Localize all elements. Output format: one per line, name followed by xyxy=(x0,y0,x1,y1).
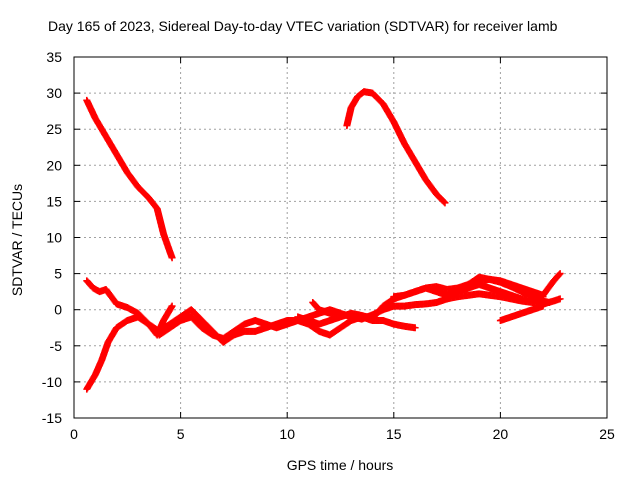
data-point xyxy=(556,270,564,278)
y-axis-label: SDTVAR / TECUs xyxy=(9,183,25,297)
y-tick-label: 25 xyxy=(46,121,62,137)
y-tick-label: 35 xyxy=(46,49,62,65)
y-tick-label: -10 xyxy=(42,374,62,390)
series-track-2 xyxy=(343,88,449,207)
chart-title: Day 165 of 2023, Sidereal Day-to-day VTE… xyxy=(0,18,640,34)
series-track-9 xyxy=(496,302,547,325)
x-axis-label: GPS time / hours xyxy=(286,457,394,473)
data-point xyxy=(168,254,176,262)
plot-frame xyxy=(73,56,608,419)
data-point xyxy=(539,293,547,301)
y-tick-label: 10 xyxy=(46,230,62,246)
series-track-10 xyxy=(443,273,547,303)
data-point xyxy=(545,298,553,306)
data-point xyxy=(539,302,547,310)
x-tick-label: 5 xyxy=(177,426,185,442)
x-tick-label: 20 xyxy=(493,426,509,442)
y-tick-label: 15 xyxy=(46,193,62,209)
x-tick-label: 0 xyxy=(70,426,78,442)
data-point xyxy=(440,198,448,206)
y-tick-label: 30 xyxy=(46,85,62,101)
y-tick-label: 5 xyxy=(54,266,62,282)
data-point xyxy=(168,302,176,310)
y-tick-label: -15 xyxy=(42,410,62,426)
x-tick-label: 15 xyxy=(386,426,402,442)
data-point xyxy=(555,271,563,279)
x-tick-label: 10 xyxy=(279,426,295,442)
y-tick-label: 20 xyxy=(46,157,62,173)
chart-title-text: Day 165 of 2023, Sidereal Day-to-day VTE… xyxy=(48,18,558,34)
y-tick-label: -5 xyxy=(50,338,63,354)
series-track-1 xyxy=(83,96,176,262)
data-point xyxy=(337,311,344,319)
data-point xyxy=(411,324,419,332)
data-point xyxy=(556,295,564,303)
x-tick-label: 25 xyxy=(599,426,615,442)
y-tick-label: 0 xyxy=(54,302,62,318)
series-track-7 xyxy=(309,298,344,319)
data-point xyxy=(441,199,449,207)
